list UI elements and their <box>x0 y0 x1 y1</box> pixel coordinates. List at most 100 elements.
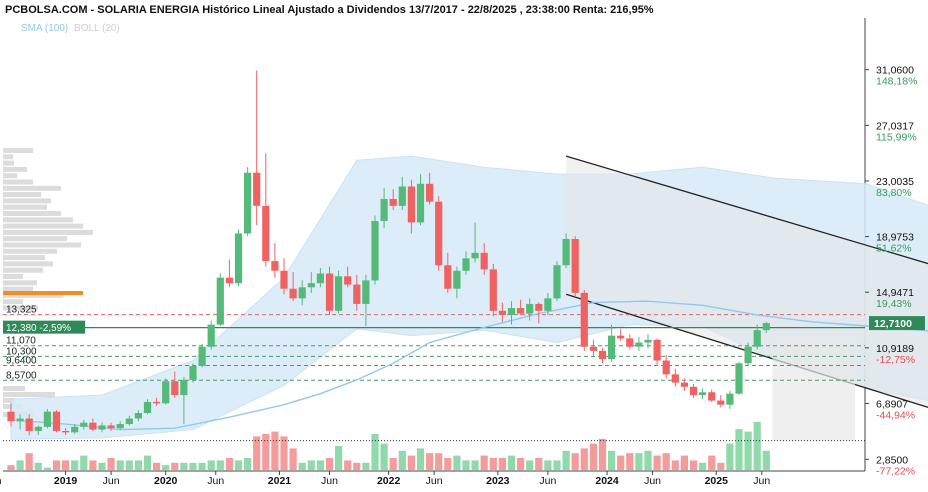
candle-body <box>25 418 33 431</box>
x-tick-label: 2022 <box>377 475 401 487</box>
volume-profile-bar <box>3 160 14 166</box>
volume-profile-bar <box>3 192 41 198</box>
volume-bar <box>398 450 406 470</box>
volume-bar <box>371 434 379 470</box>
candle-body <box>52 411 61 431</box>
volume-profile-bar <box>3 179 33 185</box>
volume-bar <box>726 443 734 470</box>
candle-body <box>71 426 79 433</box>
candle-body <box>453 270 461 289</box>
candle-body <box>416 183 425 223</box>
candle-body <box>98 425 106 430</box>
volume-profile-bar <box>3 386 25 391</box>
volume-profile-bar <box>3 286 33 292</box>
legend: SMA (100) BOLL (20) <box>21 23 120 34</box>
y-tick-percent: 148,18% <box>876 76 917 88</box>
volume-bar <box>416 448 425 470</box>
volume-profile-bar <box>3 299 23 305</box>
last-price-label: 12,7100 <box>874 318 912 330</box>
candle-body <box>353 284 361 304</box>
volume-bar <box>471 460 479 470</box>
volume-bar <box>353 462 361 470</box>
volume-bar <box>580 448 588 470</box>
volume-bar <box>617 455 625 470</box>
candle-body <box>426 183 434 202</box>
volume-bar <box>62 460 70 470</box>
candle-body <box>34 426 42 431</box>
volume-bar <box>280 436 288 470</box>
x-tick-label: Jun <box>321 475 338 487</box>
volume-bar <box>98 462 106 470</box>
candle-body <box>699 392 707 396</box>
volume-bar <box>535 458 543 470</box>
candle-body <box>480 252 488 270</box>
candle-body <box>134 413 142 419</box>
volume-bar <box>298 462 306 470</box>
volume-bar <box>671 460 679 470</box>
candle-body <box>526 303 534 314</box>
candle-body <box>753 330 761 347</box>
volume-bar <box>344 460 352 470</box>
y-tick-percent: -12,75% <box>876 354 915 366</box>
volume-bar <box>271 431 279 470</box>
candle-body <box>717 400 725 405</box>
volume-bar <box>43 467 51 470</box>
candle-body <box>435 201 443 266</box>
volume-bar <box>453 455 461 470</box>
volume-profile-bar <box>3 248 57 254</box>
candle-body <box>580 292 588 347</box>
volume-bar <box>562 450 570 470</box>
volume-bar <box>662 453 670 470</box>
candle-body <box>389 198 397 206</box>
candle-body <box>598 350 607 360</box>
volume-bar <box>253 436 261 470</box>
volume-bar <box>362 462 370 470</box>
candles <box>7 70 770 436</box>
x-tick-label: Jun <box>753 475 770 487</box>
volume-bar <box>608 450 616 470</box>
candle-body <box>171 381 179 396</box>
volume-profile-bar <box>3 229 93 235</box>
volume-bars <box>7 422 770 470</box>
candle-body <box>644 339 652 343</box>
volume-bar <box>325 458 334 470</box>
candle-body <box>626 338 634 347</box>
candle-body <box>253 172 261 206</box>
volume-bar <box>216 460 224 470</box>
volume-bar <box>489 458 497 470</box>
candle-body <box>244 172 252 234</box>
volume-bar <box>480 455 488 470</box>
candle-body <box>407 186 415 223</box>
reference-label: 12,380 -2,59% <box>6 323 71 334</box>
candle-body <box>562 239 570 266</box>
y-tick-price: 27,0317 <box>876 120 914 132</box>
volume-profile-bar <box>3 223 83 229</box>
candle-body <box>726 393 734 405</box>
volume-bar <box>708 455 716 470</box>
volume-bar <box>116 460 124 470</box>
legend-boll[interactable]: BOLL (20) <box>74 23 120 34</box>
x-tick-label: in <box>0 475 2 487</box>
volume-bar <box>189 462 197 470</box>
y-tick-percent: 83,80% <box>876 187 912 199</box>
candle-body <box>180 379 188 396</box>
y-tick-price: 10,9189 <box>876 343 914 355</box>
volume-profile-bar <box>3 280 37 286</box>
candle-body <box>80 422 88 427</box>
volume-bar <box>699 462 707 470</box>
trend-channel <box>565 155 928 441</box>
legend-sma[interactable]: SMA (100) <box>21 23 69 34</box>
y-tick-price: 6,8907 <box>876 398 908 410</box>
candle-body <box>89 422 97 430</box>
candle-body <box>116 424 124 429</box>
volume-bar <box>407 455 415 470</box>
candle-body <box>335 276 343 311</box>
x-tick-label: 2019 <box>54 475 78 487</box>
volume-bar <box>289 448 297 470</box>
y-tick-percent: 19,43% <box>876 298 912 310</box>
volume-bar <box>498 458 506 470</box>
candle-body <box>671 374 679 383</box>
candle-body <box>662 360 670 375</box>
